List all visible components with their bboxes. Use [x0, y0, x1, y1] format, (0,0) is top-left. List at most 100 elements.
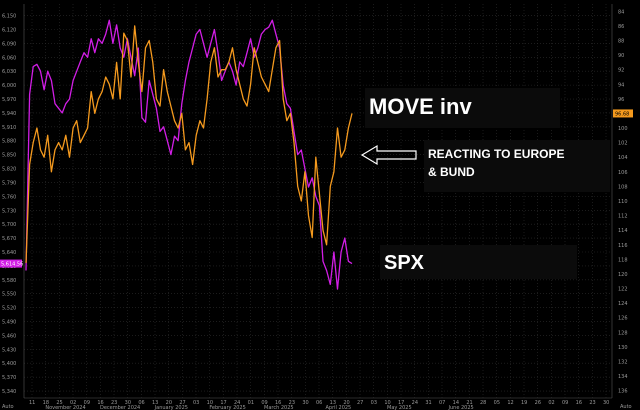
right-auto-label: Auto: [620, 404, 632, 410]
x-tick-label: 06: [316, 400, 322, 406]
left-tick-label: 5,850: [2, 153, 16, 159]
x-tick-label: 05: [494, 400, 500, 406]
right-tick-label: 130: [618, 345, 628, 351]
x-tick-label: 16: [97, 400, 103, 406]
x-tick-label: 02: [70, 400, 76, 406]
right-tick-label: 110: [618, 199, 628, 205]
month-labels: November 2024 December 2024 January 2025 Fe…: [45, 405, 473, 410]
x-tick-label: 17: [220, 400, 226, 406]
right-tick-label: 94: [618, 82, 624, 88]
arrow-icon: [360, 144, 417, 166]
right-tick-label: 126: [618, 316, 628, 322]
left-tick-label: 5,640: [2, 250, 16, 256]
spx-annotation: SPX: [380, 245, 577, 279]
right-tick-label: 114: [618, 228, 628, 234]
left-tick-label: 6,120: [2, 27, 16, 33]
left-tick-label: 5,670: [2, 236, 16, 242]
left-tick-label: 5,340: [2, 389, 16, 395]
right-tick-label: 116: [618, 243, 628, 249]
right-tick-label: 92: [618, 68, 624, 74]
x-tick-label: 24: [412, 400, 418, 406]
right-tick-label: 124: [618, 301, 628, 307]
left-tick-label: 5,550: [2, 292, 16, 298]
left-tick-label: 5,580: [2, 278, 16, 284]
move-last-value-label: 96.68: [615, 111, 629, 117]
left-tick-label: 5,820: [2, 167, 16, 173]
x-tick-label: 20: [166, 400, 172, 406]
left-tick-label: 5,730: [2, 208, 16, 214]
x-tick-label: 26: [535, 400, 541, 406]
month-label: May 2025: [387, 405, 412, 410]
left-tick-label: 6,000: [2, 83, 16, 89]
x-axis: 11 18 25 02 09 16 23 30 06 13 20 27 03 10 17 24 01 09 16 23…: [29, 400, 609, 406]
left-tick-label: 6,030: [2, 69, 16, 75]
left-tick-label: 6,060: [2, 55, 16, 61]
spx-series-line: [25, 19, 353, 290]
right-tick-label: 132: [618, 360, 628, 366]
right-tick-label: 112: [618, 214, 628, 220]
last-value-labels: 5,614.56 96.68: [0, 109, 633, 268]
month-label: April 2025: [326, 405, 352, 410]
right-tick-label: 100: [618, 126, 628, 132]
x-tick-label: 09: [562, 400, 568, 406]
x-tick-label: 25: [56, 400, 62, 406]
x-tick-label: 17: [398, 400, 404, 406]
x-tick-label: 10: [207, 400, 213, 406]
x-tick-label: 13: [152, 400, 158, 406]
x-tick-label: 23: [589, 400, 595, 406]
right-tick-label: 104: [618, 155, 628, 161]
x-tick-label: 31: [425, 400, 431, 406]
x-tick-label: 02: [548, 400, 554, 406]
x-tick-label: 27: [179, 400, 185, 406]
left-tick-label: 5,520: [2, 306, 16, 312]
spx-last-value-tag: [0, 259, 22, 268]
left-tick-label: 5,370: [2, 375, 16, 381]
left-tick-label: 5,970: [2, 97, 16, 103]
x-tick-label: 10: [384, 400, 390, 406]
month-label: January 2025: [154, 405, 188, 410]
left-tick-label: 5,700: [2, 222, 16, 228]
reacting-line-1: REACTING TO EUROPE: [428, 147, 565, 161]
x-tick-label: 09: [261, 400, 267, 406]
right-tick-label: 122: [618, 287, 628, 293]
arrow-annotation: [360, 144, 417, 166]
x-tick-label: 16: [576, 400, 582, 406]
left-tick-label: 5,880: [2, 139, 16, 145]
x-tick-label: 03: [371, 400, 377, 406]
month-label: February 2025: [209, 405, 245, 410]
left-tick-label: 5,910: [2, 125, 16, 131]
x-tick-label: 19: [521, 400, 527, 406]
x-tick-label: 06: [138, 400, 144, 406]
right-tick-label: 86: [618, 24, 624, 30]
reacting-line-2: & BUND: [428, 165, 475, 179]
right-tick-label: 108: [618, 184, 628, 190]
x-tick-label: 01: [248, 400, 254, 406]
left-tick-label: 5,790: [2, 180, 16, 186]
left-tick-label: 5,940: [2, 111, 16, 117]
left-tick-label: 5,490: [2, 320, 16, 326]
x-tick-label: 16: [275, 400, 281, 406]
series-lines: [25, 19, 353, 290]
reacting-annotation: REACTING TO EUROPE & BUND: [424, 140, 610, 192]
month-label: March 2025: [264, 405, 294, 410]
right-tick-label: 136: [618, 389, 628, 395]
x-tick-label: 30: [302, 400, 308, 406]
right-tick-label: 106: [618, 170, 628, 176]
left-tick-label: 5,400: [2, 361, 16, 367]
x-tick-label: 12: [507, 400, 513, 406]
x-tick-label: 14: [453, 400, 459, 406]
right-tick-label: 84: [618, 9, 624, 15]
left-axis: 6,150 6,120 6,090 6,060 6,030 6,000 5,970 5,940…: [2, 14, 16, 410]
right-tick-label: 134: [618, 374, 628, 380]
spx-label: SPX: [384, 252, 425, 274]
x-tick-label: 21: [466, 400, 472, 406]
month-label: December 2024: [100, 405, 140, 410]
x-tick-label: 11: [29, 400, 35, 406]
move-last-value-tag: [613, 109, 633, 118]
right-tick-label: 102: [618, 141, 628, 147]
x-tick-label: 13: [330, 400, 336, 406]
right-tick-label: 96: [618, 97, 624, 103]
x-tick-label: 24: [234, 400, 240, 406]
